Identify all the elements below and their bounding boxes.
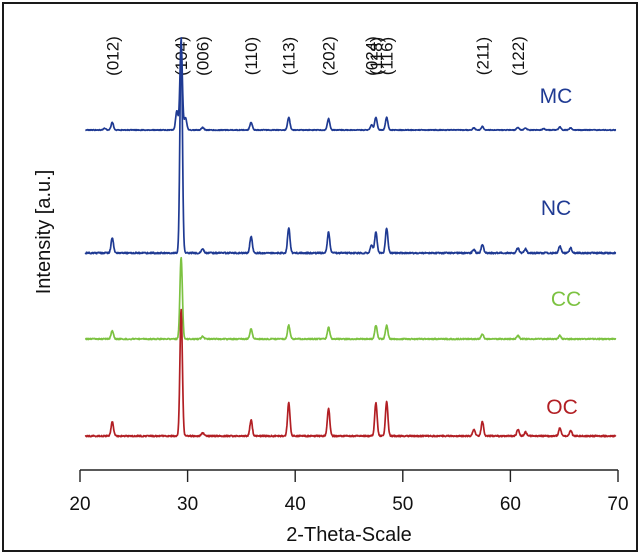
- x-axis-label: 2-Theta-Scale: [286, 524, 412, 546]
- peak-label: (110): [242, 37, 261, 75]
- figure-frame: [2, 2, 638, 552]
- peak-label: (012): [103, 36, 122, 76]
- x-tick-label: 30: [177, 494, 198, 515]
- trace-cc: [84, 256, 617, 341]
- peak-label: (113): [280, 37, 299, 75]
- x-tick-label: 40: [285, 494, 306, 515]
- peak-label: (211): [473, 37, 492, 75]
- series-label-mc: MC: [540, 85, 573, 108]
- trace-oc: [84, 308, 617, 438]
- series-label-nc: NC: [541, 197, 571, 220]
- y-axis-label-group: Intensity [a.u.]: [33, 170, 55, 295]
- peak-label: (116): [378, 37, 397, 75]
- peak-label: (118): [367, 37, 386, 75]
- series-label-oc: OC: [546, 396, 578, 419]
- peak-label: (202): [320, 36, 339, 76]
- traces: [84, 36, 617, 438]
- peak-label: (024): [363, 36, 382, 76]
- peak-label: (006): [194, 36, 213, 76]
- series-label-cc: CC: [551, 288, 581, 311]
- x-tick-label: 60: [500, 494, 521, 515]
- series-labels: MC NC CC OC: [540, 85, 582, 419]
- trace-mc: [84, 43, 617, 132]
- y-axis-label: Intensity [a.u.]: [33, 170, 55, 295]
- x-tick-label: 20: [69, 494, 90, 515]
- trace-nc: [84, 36, 617, 255]
- x-tick-label: 50: [392, 494, 413, 515]
- x-tick-label: 70: [607, 494, 628, 515]
- peak-labels: (012) (104) (006) (110) (113) (202) (024)(118)…: [103, 36, 528, 76]
- peak-label: (122): [509, 36, 528, 76]
- x-ticks: 20 30 40 50 60 70: [69, 470, 629, 515]
